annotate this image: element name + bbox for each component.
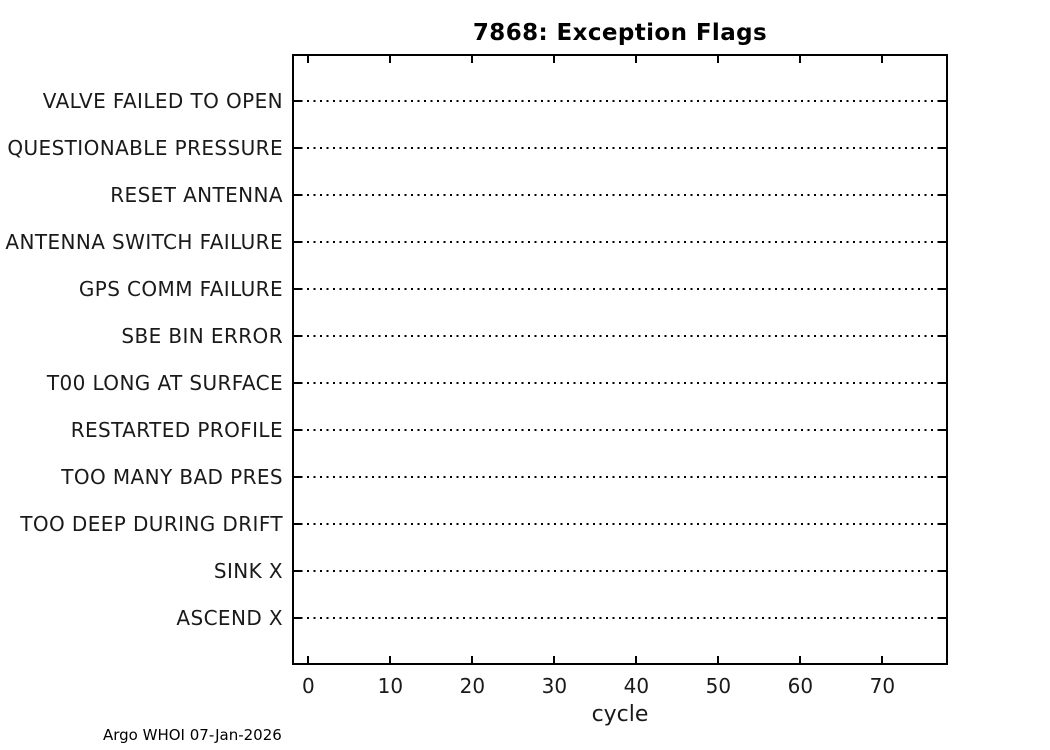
x-tick-top <box>471 56 474 63</box>
x-tick-label: 20 <box>459 674 486 698</box>
category-baseline <box>294 194 946 196</box>
y-tick-right <box>939 288 946 290</box>
y-category-label: GPS COMM FAILURE <box>78 277 283 301</box>
category-baseline <box>294 335 946 337</box>
y-tick-right <box>939 194 946 196</box>
x-tick-label: 60 <box>787 674 814 698</box>
x-tick-bottom <box>307 656 310 663</box>
y-tick-left <box>294 429 301 431</box>
chart-title: 7868: Exception Flags <box>472 20 768 46</box>
x-tick-label: 50 <box>705 674 732 698</box>
x-tick-label: 10 <box>377 674 404 698</box>
y-tick-right <box>939 100 946 102</box>
x-tick-label: 0 <box>302 674 315 698</box>
y-tick-left <box>294 194 301 196</box>
category-baseline <box>294 288 946 290</box>
category-baseline <box>294 382 946 384</box>
y-tick-left <box>294 241 301 243</box>
category-baseline <box>294 476 946 478</box>
x-tick-label: 70 <box>869 674 896 698</box>
y-category-label: SINK X <box>213 559 283 583</box>
y-tick-left <box>294 147 301 149</box>
y-category-label: TOO MANY BAD PRES <box>61 465 283 489</box>
category-baseline <box>294 570 946 572</box>
x-tick-label: 30 <box>541 674 568 698</box>
y-tick-left <box>294 476 301 478</box>
y-tick-right <box>939 570 946 572</box>
y-tick-right <box>939 476 946 478</box>
y-tick-right <box>939 617 946 619</box>
x-tick-bottom <box>881 656 884 663</box>
x-tick-bottom <box>471 656 474 663</box>
x-tick-top <box>799 56 802 63</box>
x-tick-top <box>389 56 392 63</box>
y-category-label: T00 LONG AT SURFACE <box>46 371 283 395</box>
category-baseline <box>294 100 946 102</box>
y-category-label: RESET ANTENNA <box>110 183 283 207</box>
x-tick-top <box>307 56 310 63</box>
y-tick-right <box>939 147 946 149</box>
category-baseline <box>294 617 946 619</box>
category-baseline <box>294 429 946 431</box>
y-tick-left <box>294 335 301 337</box>
x-tick-bottom <box>717 656 720 663</box>
y-tick-right <box>939 523 946 525</box>
y-category-label: RESTARTED PROFILE <box>70 418 283 442</box>
y-tick-left <box>294 617 301 619</box>
y-tick-right <box>939 429 946 431</box>
category-baseline <box>294 523 946 525</box>
x-tick-bottom <box>635 656 638 663</box>
x-tick-bottom <box>553 656 556 663</box>
category-baseline <box>294 241 946 243</box>
y-tick-right <box>939 241 946 243</box>
y-category-label: ASCEND X <box>176 606 283 630</box>
x-tick-top <box>881 56 884 63</box>
plot-area <box>292 54 948 665</box>
x-tick-top <box>553 56 556 63</box>
x-tick-label: 40 <box>623 674 650 698</box>
y-tick-left <box>294 382 301 384</box>
y-tick-right <box>939 335 946 337</box>
footer-note: Argo WHOI 07-Jan-2026 <box>103 726 282 744</box>
y-tick-left <box>294 523 301 525</box>
y-category-label: VALVE FAILED TO OPEN <box>42 89 283 113</box>
y-category-label: QUESTIONABLE PRESSURE <box>7 136 283 160</box>
category-baseline <box>294 147 946 149</box>
y-category-label: ANTENNA SWITCH FAILURE <box>5 230 283 254</box>
y-tick-left <box>294 570 301 572</box>
y-tick-left <box>294 288 301 290</box>
x-tick-bottom <box>389 656 392 663</box>
y-tick-right <box>939 382 946 384</box>
y-tick-left <box>294 100 301 102</box>
x-axis-label: cycle <box>591 702 649 727</box>
x-tick-top <box>717 56 720 63</box>
x-tick-bottom <box>799 656 802 663</box>
y-category-label: TOO DEEP DURING DRIFT <box>20 512 283 536</box>
y-category-label: SBE BIN ERROR <box>121 324 283 348</box>
x-tick-top <box>635 56 638 63</box>
